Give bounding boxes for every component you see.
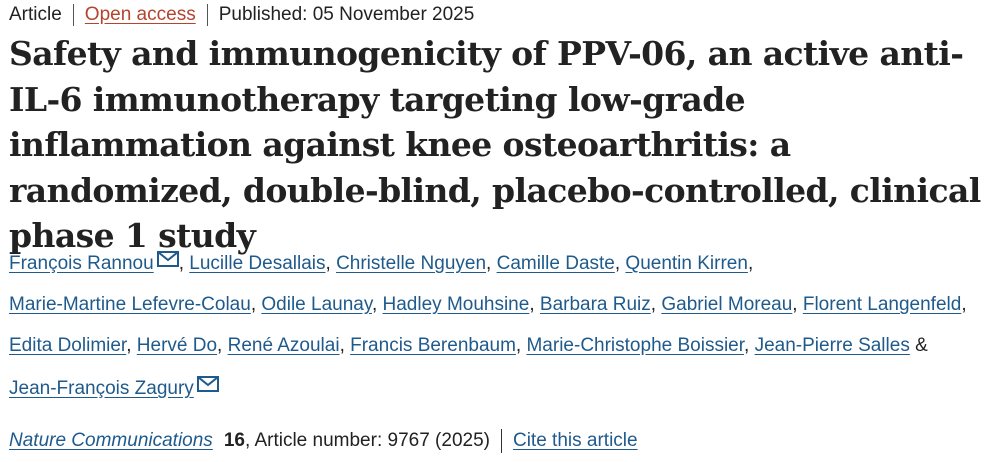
author-link[interactable]: Quentin Kirren <box>625 253 748 274</box>
author-list: François Rannou, Lucille Desallais, Chri… <box>9 241 994 409</box>
author-link[interactable]: Hervé Do <box>136 335 218 356</box>
journal-divider <box>500 429 502 453</box>
journal-citation: Nature Communications 16 , Article numbe… <box>9 425 638 457</box>
author-link[interactable]: François Rannou <box>9 253 154 274</box>
author-separator: , <box>529 294 535 315</box>
article-number: , Article number: 9767 (2025) <box>244 430 490 451</box>
cite-this-article-link[interactable]: Cite this article <box>512 430 638 451</box>
meta-divider <box>72 4 74 26</box>
author-separator: , <box>217 335 223 356</box>
author-link[interactable]: Lucille Desallais <box>189 253 326 274</box>
article-type: Article <box>9 4 62 25</box>
author-link[interactable]: Marie-Christophe Boissier <box>526 335 745 356</box>
author-link[interactable]: Marie-Martine Lefevre-Colau <box>9 294 251 315</box>
author-separator: , <box>614 253 621 274</box>
author-link[interactable]: Gabriel Moreau <box>661 294 793 315</box>
author-link[interactable]: Francis Berenbaum <box>350 335 516 356</box>
author-link[interactable]: René Azoulai <box>227 335 340 356</box>
meta-divider <box>206 4 208 26</box>
author-separator: , <box>747 253 754 274</box>
author-separator: , <box>486 253 492 274</box>
article-title: Safety and immunogenicity of PPV-06, an … <box>9 34 981 255</box>
author-separator: , <box>961 294 967 315</box>
author-link[interactable]: Edita Dolimier <box>9 335 127 356</box>
author-separator: , <box>650 294 657 315</box>
author-link[interactable]: Hadley Mouhsine <box>382 294 530 315</box>
mail-icon[interactable] <box>156 241 179 282</box>
author-link[interactable]: Odile Launay <box>261 294 372 315</box>
article-meta: Article Open access Published: 05 Novemb… <box>9 2 474 28</box>
author-separator: , <box>744 335 750 356</box>
author-separator: , <box>371 294 378 315</box>
author-separator: , <box>178 253 184 274</box>
author-separator: , <box>792 294 798 315</box>
author-separator: , <box>126 335 132 356</box>
author-link[interactable]: Christelle Nguyen <box>336 253 487 274</box>
author-link[interactable]: Jean-François Zagury <box>9 378 194 399</box>
journal-volume: 16 <box>223 430 245 451</box>
author-separator: , <box>250 294 257 315</box>
author-link[interactable]: Barbara Ruiz <box>539 294 651 315</box>
author-ampersand: & <box>915 335 928 356</box>
author-separator: , <box>515 335 522 356</box>
author-separator: , <box>325 253 331 274</box>
author-separator: , <box>339 335 345 356</box>
journal-name-link[interactable]: Nature Communications <box>9 430 213 451</box>
author-link[interactable]: Florent Langenfeld <box>802 294 962 315</box>
author-link[interactable]: Camille Daste <box>496 253 615 274</box>
open-access-link[interactable]: Open access <box>84 4 196 25</box>
author-link[interactable]: Jean-Pierre Salles <box>754 335 910 356</box>
published-date: Published: 05 November 2025 <box>218 4 475 25</box>
mail-icon[interactable] <box>196 366 219 407</box>
